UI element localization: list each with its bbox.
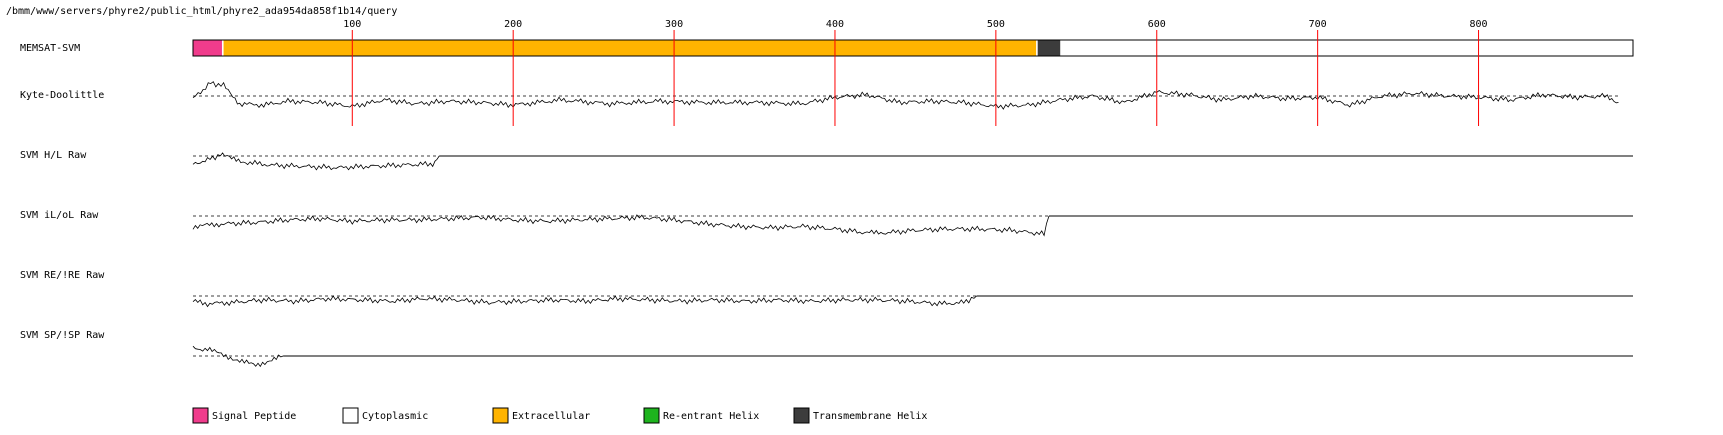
legend-swatch bbox=[342, 407, 359, 424]
legend-item-signal-peptide: Signal Peptide bbox=[192, 407, 296, 424]
tick-label: 500 bbox=[987, 19, 1005, 30]
track-label: SVM H/L Raw bbox=[20, 150, 87, 161]
legend-swatch bbox=[492, 407, 509, 424]
legend-item-transmembrane-helix: Transmembrane Helix bbox=[793, 407, 927, 424]
track-kyte-doolittle: Kyte-Doolittle bbox=[20, 81, 1619, 110]
track-svm-h-l-raw: SVM H/L Raw bbox=[20, 150, 1633, 171]
tick-label: 200 bbox=[504, 19, 522, 30]
segment-signal-peptide bbox=[193, 40, 222, 56]
legend-swatch bbox=[793, 407, 810, 424]
tick-label: 600 bbox=[1148, 19, 1166, 30]
track-svm-sp-sp-raw: SVM SP/!SP Raw bbox=[20, 330, 1633, 368]
track-svm-re-re-raw: SVM RE/!RE Raw bbox=[20, 270, 1633, 308]
profile-trace bbox=[192, 81, 1619, 110]
legend-item-re-entrant-helix: Re-entrant Helix bbox=[643, 407, 759, 424]
legend-label: Signal Peptide bbox=[212, 411, 296, 422]
legend-item-cytoplasmic: Cytoplasmic bbox=[342, 407, 428, 424]
tick-label: 100 bbox=[343, 19, 361, 30]
legend-label: Extracellular bbox=[512, 411, 590, 422]
segment-cytoplasmic bbox=[1061, 40, 1633, 56]
profile-trace bbox=[192, 152, 440, 171]
legend-swatch bbox=[192, 407, 209, 424]
profile-trace bbox=[192, 295, 977, 308]
topology-frame bbox=[192, 39, 1634, 57]
legend-label: Re-entrant Helix bbox=[663, 411, 759, 422]
track-memsat-svm: MEMSAT-SVM bbox=[20, 39, 1634, 57]
segment-extracellular bbox=[223, 40, 1037, 56]
track-label: Kyte-Doolittle bbox=[20, 90, 104, 101]
track-svm-il-ol-raw: SVM iL/oL Raw bbox=[20, 210, 1633, 237]
track-label: SVM iL/oL Raw bbox=[20, 210, 99, 221]
tick-label: 400 bbox=[826, 19, 844, 30]
legend-item-extracellular: Extracellular bbox=[492, 407, 590, 424]
profile-trace bbox=[192, 345, 284, 368]
legend-label: Cytoplasmic bbox=[362, 411, 428, 422]
tick-label: 800 bbox=[1470, 19, 1488, 30]
track-label: SVM SP/!SP Raw bbox=[20, 330, 105, 341]
legend-label: Transmembrane Helix bbox=[813, 411, 927, 422]
segment-transmembrane-helix bbox=[1037, 40, 1061, 56]
legend-swatch bbox=[643, 407, 660, 424]
tick-label: 700 bbox=[1309, 19, 1327, 30]
track-label: SVM RE/!RE Raw bbox=[20, 270, 105, 281]
tick-label: 300 bbox=[665, 19, 683, 30]
profile-trace bbox=[192, 214, 1050, 237]
track-label: MEMSAT-SVM bbox=[20, 43, 80, 54]
query-path: /bmm/www/servers/phyre2/public_html/phyr… bbox=[6, 6, 397, 17]
